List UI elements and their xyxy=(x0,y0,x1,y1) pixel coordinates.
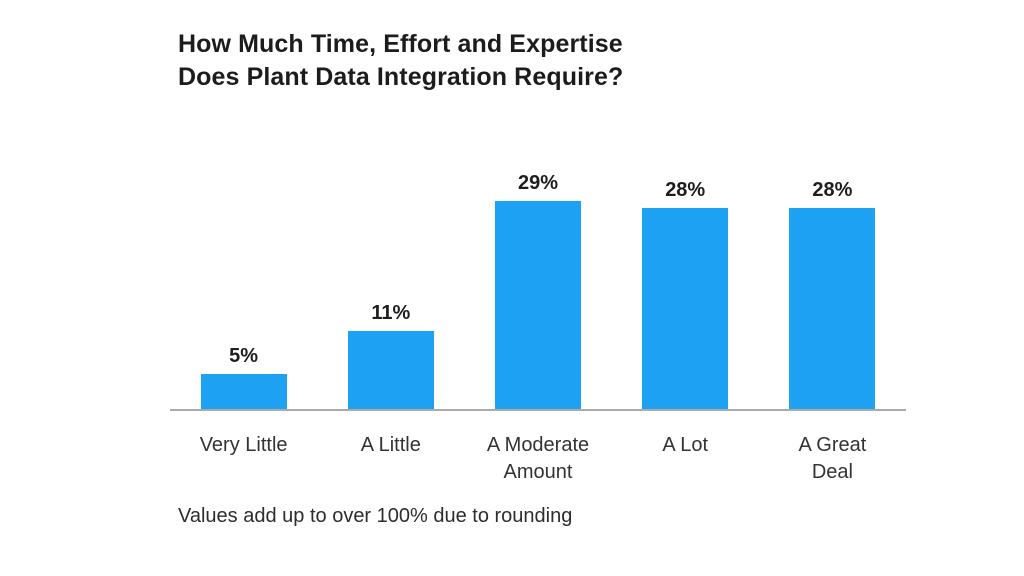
bar xyxy=(642,208,729,410)
bar xyxy=(789,208,876,410)
bar-value-label: 28% xyxy=(665,179,706,201)
bar-slot: 11% xyxy=(317,140,464,410)
bar xyxy=(200,374,287,410)
bar-slot: 28% xyxy=(759,140,906,410)
category-label: A Moderate Amount xyxy=(486,434,590,483)
bar xyxy=(495,201,581,410)
bar-slot: 29% xyxy=(464,140,611,410)
category-label: A Great Deal xyxy=(798,434,867,483)
bar xyxy=(347,331,434,410)
bar-slot: 28% xyxy=(612,140,759,410)
bar-value-label: 11% xyxy=(371,302,411,324)
chart-title: How Much Time, Effort and Expertise Does… xyxy=(178,30,624,91)
bar-value-label: 28% xyxy=(812,179,853,201)
category-label: A Little xyxy=(360,434,421,456)
bar-slot: 5% xyxy=(170,140,317,410)
plot-area: 5% 11% 29% 28% 28% xyxy=(170,140,906,410)
x-axis-line xyxy=(170,409,906,411)
chart-footnote: Values add up to over 100% due to roundi… xyxy=(178,505,573,527)
category-label: A Lot xyxy=(662,434,709,456)
category-label: Very Little xyxy=(199,434,288,456)
bar-value-label: 5% xyxy=(229,345,259,367)
x-axis-labels: Very Little A Little A Moderate Amount A Lo… xyxy=(170,432,906,486)
bar-value-label: 29% xyxy=(517,172,559,194)
